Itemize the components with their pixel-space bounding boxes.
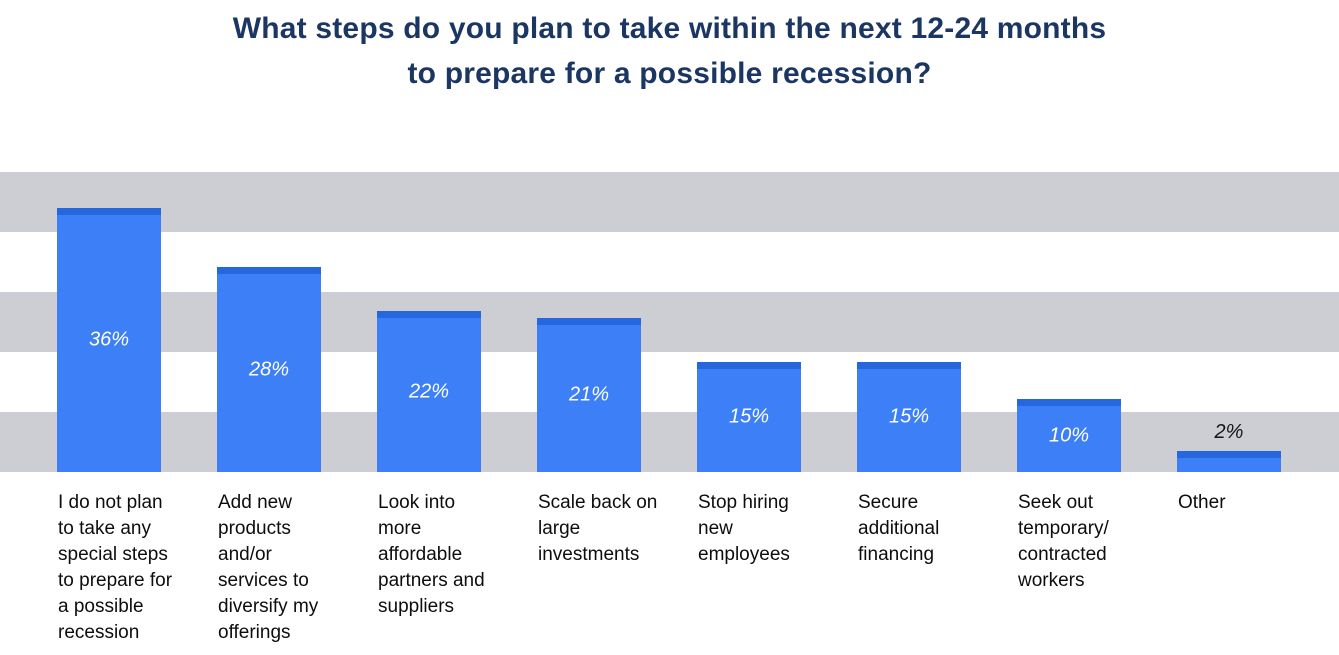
category-label-row: I do not plan to take any special steps to … [0,490,1339,655]
chart-title-line-2: to prepare for a possible recession? [407,57,932,90]
bar-8: 2% [1177,421,1281,472]
bar-value-label: 21% [568,383,610,406]
category-label-line: diversify my [218,596,319,617]
bar-1: 36% [57,208,161,472]
bar-value-label: 10% [1048,424,1090,446]
category-label-line: Add new [218,492,292,513]
category-label-line: affordable [378,544,463,565]
category-label-line: Look into [378,492,456,513]
category-label-6: Secure additional financing [858,490,939,568]
bar-cap [1017,399,1121,406]
chart-title: What steps do you plan to take within th… [0,6,1339,96]
bar-cap [57,208,161,215]
category-label-3: Look into more affordable partners and suppl… [378,490,485,620]
category-label-line: suppliers [378,596,455,617]
category-label-line: products [218,518,291,539]
category-label-line: Other [1178,492,1226,513]
bar-3: 22% [377,311,481,472]
category-label-line: a possible [58,596,144,617]
category-label-line: large [538,518,581,539]
bar-4: 21% [537,318,641,472]
category-label-line: Secure [858,492,919,513]
category-label-line: additional [858,518,940,539]
category-label-line: offerings [218,622,291,643]
category-label-line: contracted [1018,544,1107,565]
bar-7: 10% [1017,399,1121,472]
category-label-line: special steps [58,544,168,565]
bar-cap [537,318,641,325]
category-label-line: investments [538,544,640,565]
category-label-7: Seek out temporary/contracted workers [1018,490,1109,594]
category-label-line: Seek out [1018,492,1093,513]
category-label-line: Stop hiring [698,492,789,513]
category-label-line: services to [218,570,309,591]
category-label-line: partners and [378,570,485,591]
bar-cap [697,362,801,369]
bar-value-label: 36% [88,328,130,351]
category-label-line: recession [58,622,140,643]
chart-title-line-1: What steps do you plan to take within th… [232,12,1107,45]
category-label-line: temporary/ [1018,518,1109,539]
category-label-line: and/or [218,544,272,565]
bar-5: 15% [697,362,801,472]
bar-cap [857,362,961,369]
category-label-line: to prepare for [58,570,173,591]
bar-value-label: 28% [248,358,290,380]
category-label-8: Other [1178,490,1226,516]
bar-cap [1177,451,1281,458]
bar-cap [377,311,481,318]
category-label-line: new [698,518,733,539]
bar-cap [217,267,321,274]
category-label-line: I do not plan [58,492,163,513]
category-label-line: more [378,518,422,539]
category-label-line: employees [698,544,790,565]
bar-value-label: 15% [888,405,930,428]
category-label-line: workers [1018,570,1085,591]
category-label-1: I do not plan to take any special steps to … [58,490,172,646]
category-label-line: to take any [58,518,151,539]
bar-6: 15% [857,362,961,472]
bar-2: 28% [217,267,321,472]
category-label-5: Stop hiring new employees [698,490,790,568]
bar-value-label: 15% [728,405,770,428]
plot-area: 36% 28% 22% 21% 15% 15% 10% 2% [0,172,1339,472]
bar-value-label: 2% [1214,421,1244,443]
category-label-line: Scale back on [538,492,658,513]
category-label-2: Add new products and/or services to diversif… [218,490,318,646]
category-label-line: financing [858,544,935,565]
category-label-4: Scale back on large investments [538,490,657,568]
bar-value-label: 22% [408,380,450,402]
